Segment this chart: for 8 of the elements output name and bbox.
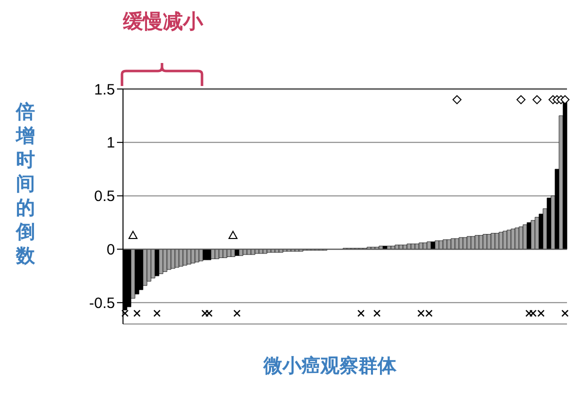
x-axis-title: 微小癌观察群体 [262,354,398,379]
text: 缓慢减小 [122,8,204,35]
y-tick-label: 0 [106,242,115,259]
y-tick-label: 1.5 [94,81,115,98]
y-tick-label: 0.5 [94,188,115,206]
y-tick-label: 1 [106,134,115,152]
y-tick-label: -0.5 [89,294,115,312]
y-axis-title: 倍增时间的倒数 [16,100,36,268]
